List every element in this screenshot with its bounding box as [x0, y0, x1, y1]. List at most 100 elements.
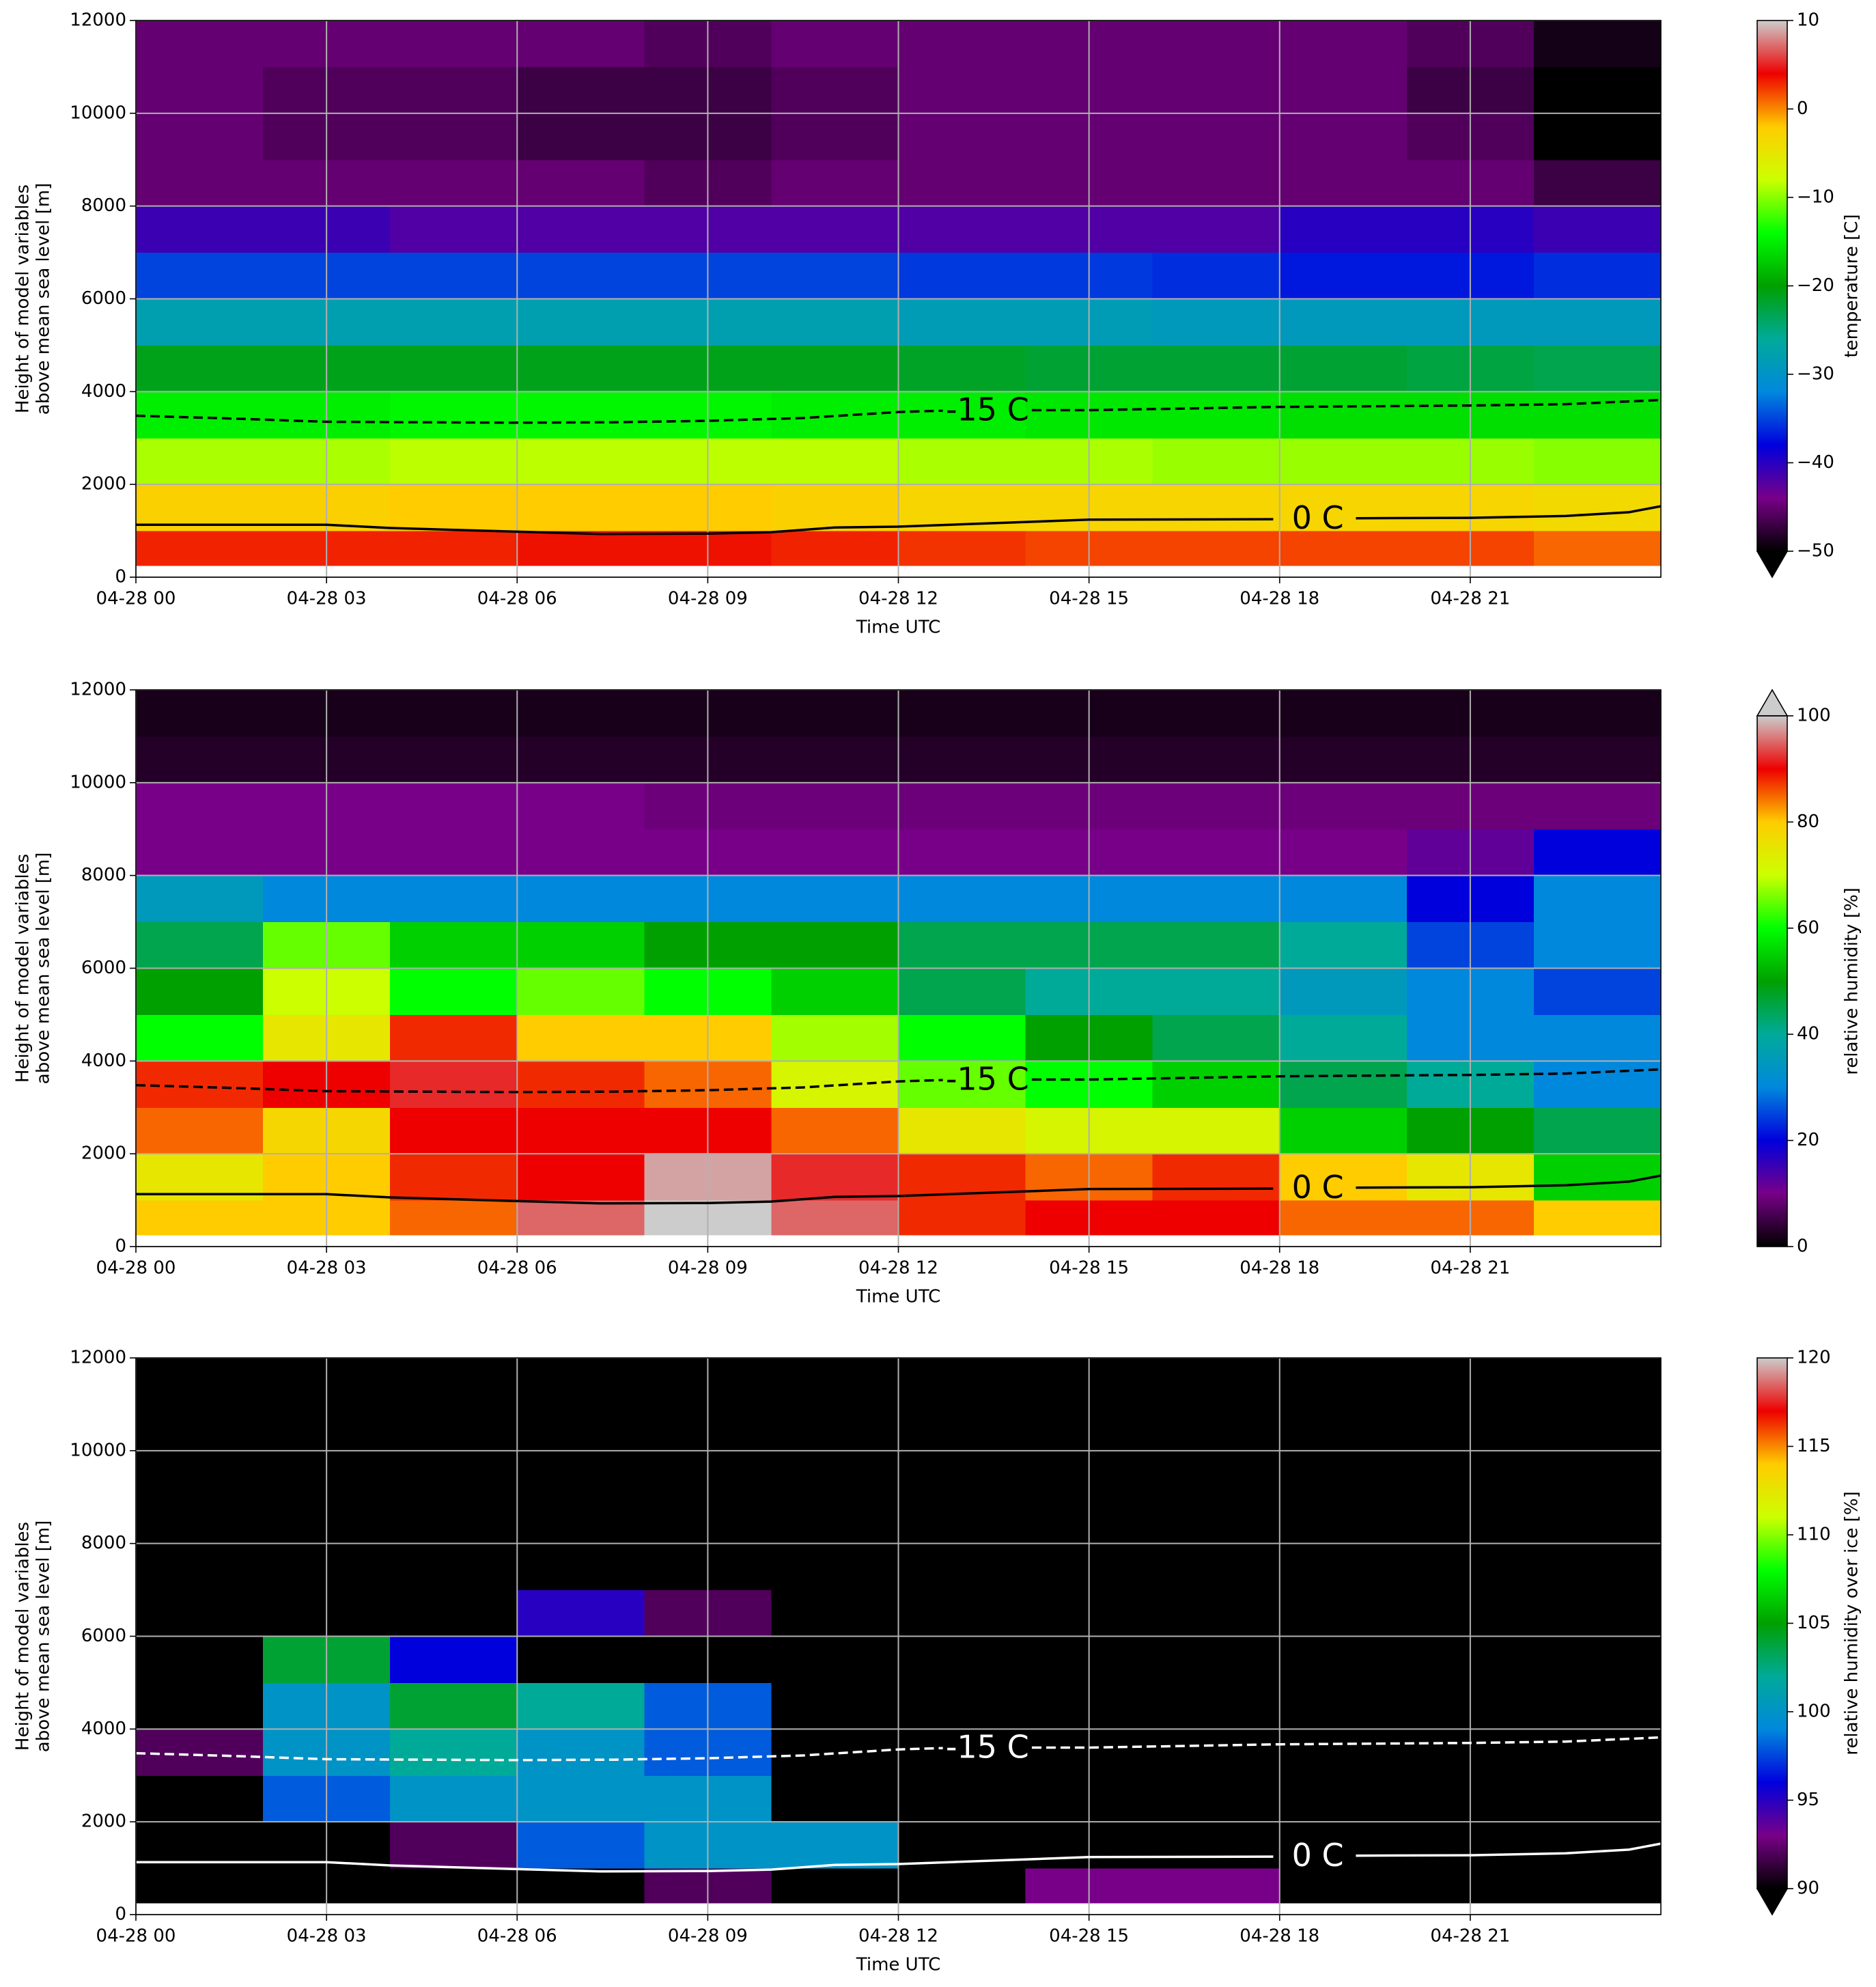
- heatmap-cell: [390, 1775, 518, 1822]
- heatmap-cell: [136, 438, 264, 485]
- heatmap-cell: [517, 829, 645, 876]
- heatmap-cell: [517, 1822, 645, 1869]
- y-tick-label: 4000: [81, 1051, 126, 1071]
- contour-line: [136, 1842, 1662, 1873]
- heatmap-cell: [517, 1497, 645, 1544]
- heatmap-cell: [1279, 1589, 1408, 1637]
- colorbar-tick-label: 80: [1797, 811, 1819, 832]
- heatmap-cell: [1533, 782, 1661, 830]
- heatmap-cell: [1533, 690, 1661, 737]
- heatmap-cell: [517, 736, 645, 783]
- y-tick-label: 0: [115, 567, 126, 587]
- colorbar-extend: [1756, 1888, 1789, 1916]
- heatmap-cell: [390, 1107, 518, 1154]
- heatmap-cell: [898, 531, 1026, 566]
- x-tick-label: 04-28 00: [96, 1258, 176, 1279]
- y-tick-label: 6000: [81, 288, 126, 309]
- heatmap-cell: [771, 1729, 899, 1776]
- heatmap-cell: [390, 252, 518, 299]
- heatmap-cell: [1152, 298, 1280, 346]
- heatmap-cell: [1279, 113, 1408, 161]
- heatmap-cell: [390, 438, 518, 485]
- x-axis-label: Time UTC: [856, 1287, 940, 1307]
- heatmap-cell: [771, 1682, 899, 1729]
- heatmap-cell: [1279, 1200, 1408, 1236]
- heatmap-cell: [1533, 1868, 1661, 1904]
- heatmap-cell: [517, 345, 645, 392]
- heatmap-cell: [1533, 1107, 1661, 1154]
- heatmap-cell: [1533, 1358, 1661, 1405]
- heatmap-cell: [1533, 1497, 1661, 1544]
- heatmap-cell: [771, 1589, 899, 1637]
- heatmap-cell: [1279, 1729, 1408, 1776]
- heatmap-cell: [517, 1543, 645, 1591]
- heatmap-cell: [390, 345, 518, 392]
- heatmap-cell: [1279, 690, 1408, 737]
- heatmap-cell: [1533, 1822, 1661, 1869]
- heatmap-cell: [898, 1497, 1026, 1544]
- colorbar-extend: [1756, 689, 1789, 717]
- heatmap-cell: [1152, 1775, 1280, 1822]
- heatmap-cell: [771, 1636, 899, 1683]
- heatmap-cell: [390, 159, 518, 207]
- heatmap-cell: [390, 20, 518, 68]
- heatmap-cell: [136, 66, 264, 114]
- heatmap-cell: [1152, 690, 1280, 737]
- y-tick-label: 8000: [81, 1533, 126, 1553]
- heatmap-cell: [771, 298, 899, 346]
- heatmap-cell: [1152, 1589, 1280, 1637]
- heatmap-cell: [1152, 1358, 1280, 1405]
- heatmap-cell: [1152, 113, 1280, 161]
- y-tick-label: 0: [115, 1904, 126, 1925]
- heatmap-cell: [1152, 1014, 1280, 1061]
- contour-line: [135, 398, 1662, 424]
- heatmap-cell: [898, 113, 1026, 161]
- heatmap-cell: [771, 206, 899, 253]
- heatmap-cell: [1279, 1154, 1408, 1201]
- heatmap-cell: [1152, 921, 1280, 969]
- heatmap-cell: [136, 829, 264, 876]
- x-tick-label: 04-28 15: [1049, 1926, 1129, 1947]
- heatmap-cell: [1152, 206, 1280, 253]
- x-tick-label: 04-28 12: [858, 589, 938, 609]
- heatmap-cell: [1152, 1682, 1280, 1729]
- heatmap-cell: [1279, 782, 1408, 830]
- x-tick-label: 04-28 21: [1430, 1926, 1510, 1947]
- heatmap-cell: [1533, 345, 1661, 392]
- heatmap-cell: [390, 1200, 518, 1236]
- heatmap-cell: [390, 782, 518, 830]
- heatmap-cell: [517, 968, 645, 1015]
- heatmap-cell: [1152, 1543, 1280, 1591]
- heatmap-cell: [1533, 1404, 1661, 1451]
- heatmap-cell: [1533, 1061, 1661, 1108]
- heatmap-cell: [1152, 782, 1280, 830]
- heatmap-cell: [390, 1589, 518, 1637]
- y-tick-label: 8000: [81, 195, 126, 216]
- colorbar-label: temperature [C]: [1842, 214, 1862, 357]
- x-tick-label: 04-28 18: [1240, 1258, 1319, 1279]
- heatmap-cell: [1152, 66, 1280, 114]
- x-axis-label: Time UTC: [856, 617, 940, 638]
- heatmap-cell: [771, 66, 899, 114]
- x-tick-label: 04-28 06: [477, 1926, 557, 1947]
- colorbar-tick-label: 100: [1797, 706, 1831, 726]
- heatmap-cell: [1152, 829, 1280, 876]
- heatmap-cell: [771, 1543, 899, 1591]
- heatmap-cell: [517, 875, 645, 923]
- colorbar-tick-label: −30: [1797, 364, 1834, 385]
- heatmap-cell: [517, 1775, 645, 1822]
- heatmap-cell: [1152, 531, 1280, 566]
- heatmap-cell: [898, 1200, 1026, 1236]
- heatmap-cell: [390, 1682, 518, 1729]
- heatmap-cell: [1279, 829, 1408, 876]
- heatmap-cell: [517, 298, 645, 346]
- heatmap-cell: [136, 1061, 264, 1108]
- heatmap-cell: [390, 113, 518, 161]
- heatmap-cell: [390, 1868, 518, 1904]
- colorbar-tick-label: 110: [1797, 1525, 1831, 1545]
- heatmap-cell: [1279, 345, 1408, 392]
- y-tick-label: 2000: [81, 1143, 126, 1164]
- y-tick-label: 10000: [70, 772, 126, 792]
- heatmap-cell: [1279, 252, 1408, 299]
